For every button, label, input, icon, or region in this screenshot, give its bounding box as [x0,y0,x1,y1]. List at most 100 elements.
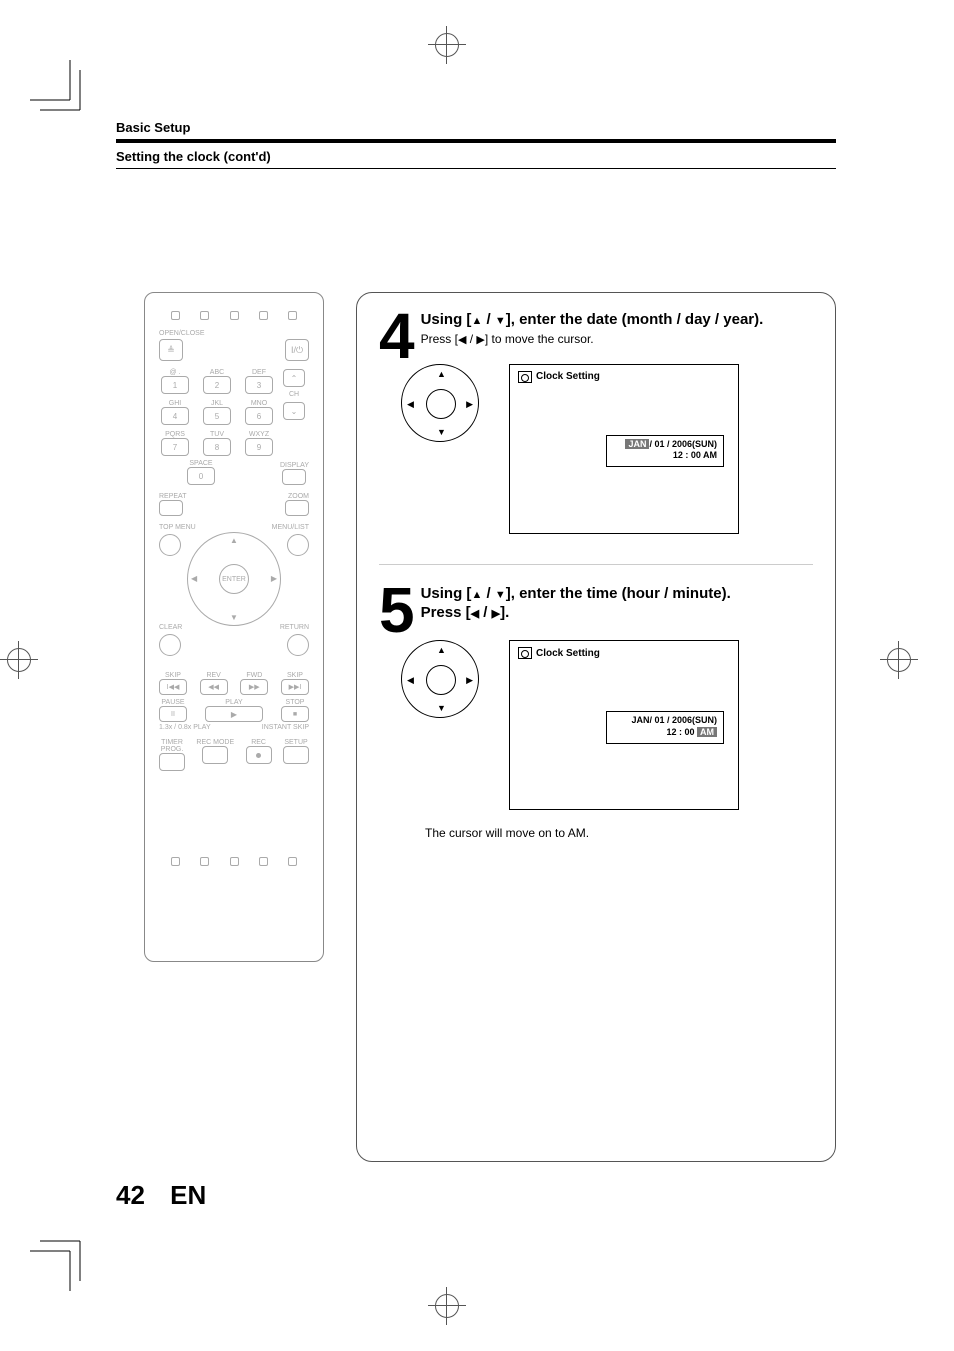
dpad-right-icon: ▶ [271,574,277,583]
space-label: SPACE [189,460,212,467]
rule-thin [116,168,836,169]
open-close-label: OPEN/CLOSE [159,330,205,337]
dpad-left-icon: ◀ [407,399,414,410]
step-5-heading: Using [ / ], enter the time (hour / minu… [379,585,813,604]
key-4: 4 [161,407,189,425]
key-label: MNO [251,400,267,407]
skip-label: SKIP [159,672,187,679]
step-5-note: The cursor will move on to AM. [425,826,813,840]
rec-label: REC [251,739,266,746]
playx-label: 1.3x / 0.8x PLAY [159,724,262,731]
remote-illustration: OPEN/CLOSE ≜ I/⏻ @ .1 ABC2 DEF3 GHI4 JKL… [144,292,324,962]
remote-dpad: ENTER ▲ ▼ ◀ ▶ [179,524,289,634]
enter-button: ENTER [219,564,249,594]
page-header: Basic Setup Setting the clock (cont'd) [116,120,836,169]
reg-mark-top [432,30,462,60]
pause-button: II [159,706,187,722]
rec-button [246,746,272,764]
step-5: 5 Using [ / ], enter the time (hour / mi… [379,585,813,841]
rec-mode-label: REC MODE [196,739,234,746]
key-label: PQRS [165,431,185,438]
fwd-button: ▶▶ [240,679,268,695]
zoom-button [285,500,309,516]
reg-mark-bottom [432,1291,462,1321]
fwd-label: FWD [240,672,268,679]
remote-bottom-row [153,851,315,876]
wrench-icon [518,647,532,659]
dpad-left-icon: ◀ [407,675,414,686]
dpad-center [426,389,456,419]
step-4-sub: Press [ / ] to move the cursor. [379,332,813,346]
dot [200,857,209,866]
osd-screen-step4: Clock Setting JAN/ 01 / 2006(SUN) 12 : 0… [509,364,739,534]
instant-skip-label: INSTANT SKIP [262,724,309,731]
key-5: 5 [203,407,231,425]
rule-thick [116,139,836,143]
key-label: @ . [170,369,181,376]
skip-label: SKIP [281,672,309,679]
play-button: ▶ [205,706,263,722]
rev-button: ◀◀ [200,679,228,695]
triangle-right-icon [476,332,484,346]
triangle-left-icon [471,604,479,621]
key-label: JKL [211,400,223,407]
osd-value-box: JAN/ 01 / 2006(SUN) 12 : 00 AM [606,435,724,467]
dpad-illustration: ▲ ▼ ◀ ▶ [401,364,479,442]
reg-mark-left [4,645,34,675]
page-number: 42 [116,1180,145,1210]
setup-label: SETUP [284,739,307,746]
key-8: 8 [203,438,231,456]
subsection-title: Setting the clock (cont'd) [116,149,836,164]
step-number-4: 4 [379,311,415,362]
osd-value-box: JAN/ 01 / 2006(SUN) 12 : 00 AM [606,711,724,743]
return-button [287,634,309,656]
dpad-down-icon: ▼ [230,613,238,622]
ch-up-button: ⌃ [283,369,305,387]
ir-dot [230,311,239,320]
dpad-down-icon: ▼ [437,703,446,713]
ir-dot [288,311,297,320]
rec-mode-button [202,746,228,764]
display-button [282,469,306,485]
menu-list-button [287,534,309,556]
pause-label: PAUSE [159,699,187,706]
zoom-label: ZOOM [288,493,309,500]
setup-button [283,746,309,764]
key-9: 9 [245,438,273,456]
step-4-heading: Using [ / ], enter the date (month / day… [379,311,813,330]
triangle-down-icon [495,311,506,328]
clear-button [159,634,181,656]
repeat-button [159,500,183,516]
ch-down-button: ⌄ [283,402,305,420]
ch-label: CH [289,391,299,398]
triangle-down-icon [495,585,506,602]
ir-dot [171,311,180,320]
crop-mark-bl [30,1231,90,1291]
ir-dot [259,311,268,320]
ir-dot [200,311,209,320]
remote-ir-row [153,305,315,330]
dpad-left-icon: ◀ [191,574,197,583]
timer-prog-button [159,753,185,771]
key-label: WXYZ [249,431,269,438]
dpad-up-icon: ▲ [437,645,446,655]
dpad-right-icon: ▶ [466,399,473,410]
step-5-sub: Press [ / ]. [379,604,813,623]
crop-mark-tl [30,60,90,120]
key-2: 2 [203,376,231,394]
section-title: Basic Setup [116,120,836,135]
key-label: TUV [210,431,224,438]
step-number-5: 5 [379,585,415,636]
key-7: 7 [161,438,189,456]
osd-highlight: JAN [625,439,649,449]
play-label: PLAY [205,699,263,706]
clear-label: CLEAR [159,624,182,631]
osd-title: Clock Setting [518,371,600,383]
key-0: 0 [187,467,215,485]
page-footer: 42 EN [116,1180,206,1211]
key-1: 1 [161,376,189,394]
key-6: 6 [245,407,273,425]
step-4: 4 Using [ / ], enter the date (month / d… [379,311,813,534]
power-button: I/⏻ [285,339,309,361]
dpad-up-icon: ▲ [437,369,446,379]
